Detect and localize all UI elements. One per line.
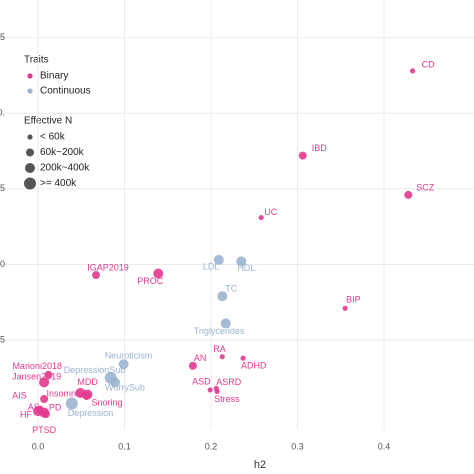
point bbox=[110, 377, 121, 388]
size-legend-label: >= 400k bbox=[40, 178, 77, 189]
point bbox=[39, 407, 50, 418]
point bbox=[44, 370, 53, 379]
point-label: Insomnia bbox=[46, 388, 83, 398]
point-label: Snoring bbox=[91, 397, 122, 407]
legend-label: Binary bbox=[40, 71, 68, 82]
point bbox=[220, 318, 231, 329]
point-label: WorrySub bbox=[105, 383, 145, 393]
point-label: Marioni2018 bbox=[12, 361, 62, 371]
point bbox=[153, 268, 164, 279]
point bbox=[342, 305, 348, 311]
legend-label: Continuous bbox=[40, 86, 91, 97]
x-tick-label: 0.2 bbox=[205, 441, 218, 451]
point-label: HDL bbox=[237, 263, 255, 273]
point-label: Stress bbox=[214, 394, 240, 404]
point bbox=[409, 68, 416, 74]
x-tick-label: 0.1 bbox=[118, 441, 131, 451]
legend-title: Traits bbox=[24, 55, 49, 66]
point bbox=[298, 151, 307, 160]
y-tick-label: 5 bbox=[0, 183, 5, 193]
y-tick-label: 0 bbox=[0, 259, 5, 269]
point-label: PD bbox=[49, 402, 62, 412]
point-label: AS bbox=[28, 402, 40, 412]
point bbox=[214, 388, 220, 395]
point bbox=[39, 377, 50, 388]
size-legend-label: 200k~400k bbox=[40, 163, 90, 174]
point bbox=[219, 354, 225, 360]
point bbox=[217, 291, 228, 302]
size-legend-title: Effective N bbox=[24, 116, 72, 127]
point-label: IGAP2019 bbox=[87, 262, 129, 272]
point-label: LDL bbox=[203, 261, 220, 271]
point bbox=[188, 361, 197, 370]
size-legend-marker bbox=[27, 134, 33, 140]
x-tick-label: 0.0 bbox=[32, 441, 45, 451]
point-label: AN bbox=[194, 353, 207, 363]
point-label: Jansen2019 bbox=[12, 372, 61, 382]
point-label: DepressionSub bbox=[64, 365, 126, 375]
x-tick-label: 0.4 bbox=[378, 441, 391, 451]
point bbox=[404, 190, 413, 199]
point-label: UC bbox=[264, 207, 277, 217]
point-label: RA bbox=[213, 344, 226, 354]
point-label: ASD bbox=[192, 376, 211, 386]
point-label: ADHD bbox=[241, 361, 267, 371]
point-label: Depression bbox=[68, 408, 114, 418]
point-label: TC bbox=[225, 284, 237, 294]
point bbox=[118, 359, 129, 370]
point-label: MDD bbox=[77, 377, 98, 387]
point-label: AIS bbox=[12, 390, 27, 400]
point-label: HF bbox=[20, 409, 32, 419]
size-legend-marker bbox=[24, 177, 36, 190]
legend-marker bbox=[27, 88, 33, 94]
y-tick-label: 0. bbox=[0, 108, 5, 118]
y-tick-label: 5 bbox=[0, 32, 5, 42]
point-label: ASRD bbox=[216, 377, 242, 387]
point bbox=[240, 355, 246, 361]
x-axis-label: h2 bbox=[254, 459, 266, 471]
y-tick-label: 5 bbox=[0, 334, 5, 344]
x-tick-label: 0.3 bbox=[291, 441, 304, 451]
point bbox=[40, 395, 49, 404]
point bbox=[65, 397, 78, 410]
size-legend-marker bbox=[25, 163, 35, 173]
size-legend-label: 60k~200k bbox=[40, 147, 85, 158]
point-label: IBD bbox=[312, 143, 328, 153]
point-label: CD bbox=[422, 59, 435, 69]
point-label: PTSD bbox=[32, 425, 57, 435]
size-legend-label: < 60k bbox=[40, 132, 66, 143]
point bbox=[213, 254, 224, 265]
point-label: Triglycerides bbox=[194, 326, 245, 336]
point-label: BIP bbox=[346, 295, 361, 305]
point bbox=[207, 387, 213, 393]
point-label: SCZ bbox=[416, 182, 435, 192]
point bbox=[82, 391, 91, 400]
point bbox=[92, 271, 101, 280]
point bbox=[236, 256, 247, 267]
point-label: Neuroticism bbox=[105, 351, 153, 361]
legend-marker bbox=[27, 73, 33, 79]
point-label: PROC bbox=[137, 276, 164, 286]
size-legend-marker bbox=[26, 148, 34, 157]
point bbox=[258, 214, 264, 221]
